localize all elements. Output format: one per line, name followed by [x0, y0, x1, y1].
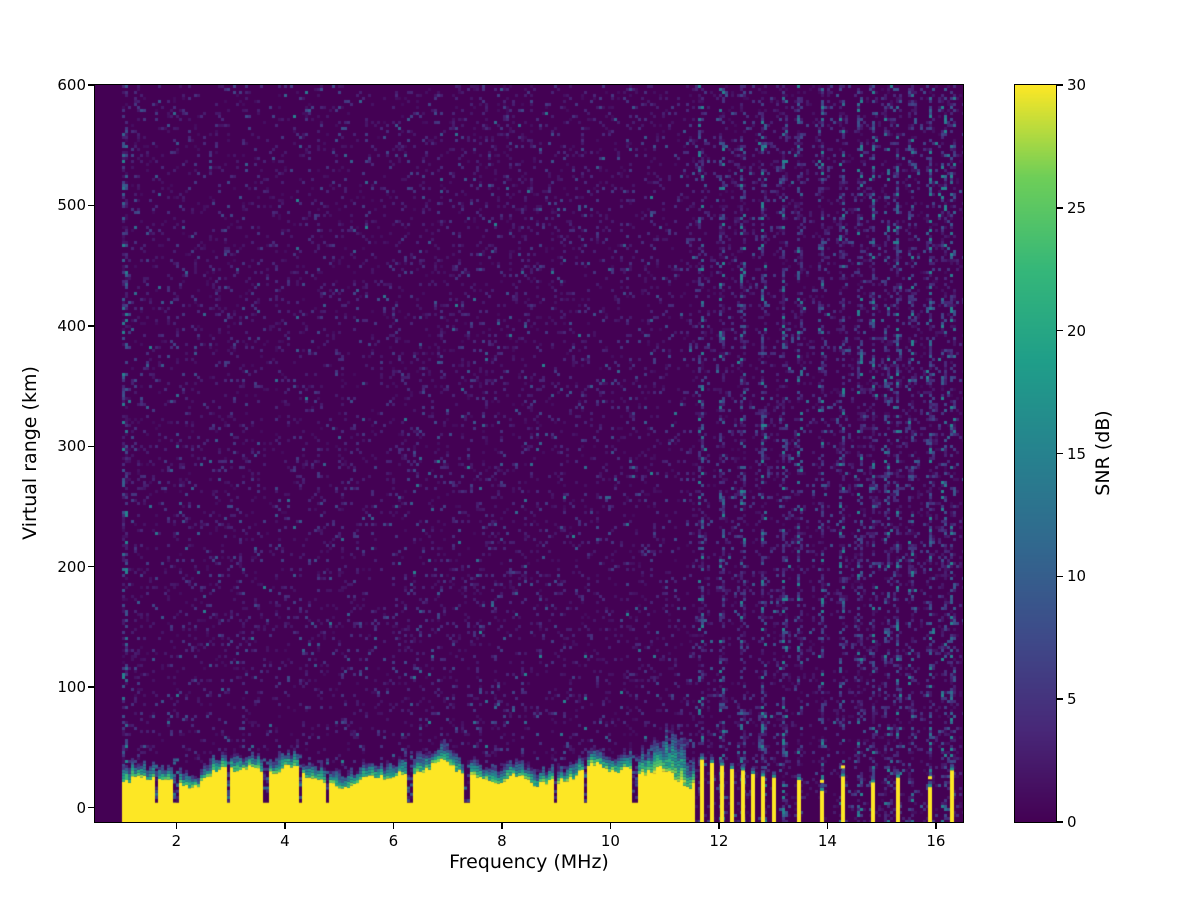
colorbar-canvas — [1015, 85, 1056, 822]
x-tick-mark — [935, 823, 937, 829]
x-tick-label: 14 — [817, 832, 837, 850]
colorbar-tick-label: 30 — [1067, 76, 1087, 94]
colorbar-tick-label: 25 — [1067, 198, 1087, 217]
y-tick-mark — [88, 445, 94, 448]
y-tick-label: 300 — [57, 437, 86, 456]
x-tick-mark — [609, 823, 612, 829]
heatmap-canvas — [95, 85, 963, 822]
y-tick-label: 400 — [57, 316, 86, 335]
colorbar-tick-label: 20 — [1067, 321, 1087, 340]
x-tick-label: 4 — [280, 832, 290, 850]
colorbar-tick-mark — [1057, 698, 1063, 700]
x-tick-label: 12 — [709, 832, 729, 850]
colorbar-tick-label: 0 — [1067, 813, 1077, 831]
y-tick-mark — [88, 686, 94, 688]
y-tick-label: 200 — [57, 557, 86, 576]
x-tick-mark — [718, 823, 720, 829]
colorbar-tick-mark — [1057, 207, 1063, 209]
colorbar-tick-label: 5 — [1067, 690, 1077, 709]
x-tick-mark — [175, 823, 178, 829]
x-tick-label: 8 — [497, 832, 507, 850]
x-tick-mark — [284, 823, 286, 829]
y-tick-mark — [88, 806, 94, 809]
x-tick-label: 16 — [926, 832, 946, 850]
colorbar-tick-mark — [1057, 84, 1063, 86]
y-tick-label: 500 — [57, 196, 86, 215]
x-tick-label: 10 — [600, 832, 620, 850]
y-tick-mark — [88, 325, 94, 327]
x-axis-label: Frequency (MHz) — [449, 851, 609, 873]
x-tick-mark — [392, 823, 395, 829]
y-tick-label: 600 — [57, 76, 86, 94]
y-tick-mark — [88, 565, 94, 568]
x-tick-mark — [501, 823, 503, 829]
colorbar-tick-mark — [1057, 575, 1063, 578]
y-tick-label: 0 — [76, 798, 86, 817]
y-tick-mark — [88, 204, 94, 207]
colorbar-tick-mark — [1057, 821, 1063, 823]
y-tick-label: 100 — [57, 678, 86, 697]
colorbar-tick-mark — [1057, 329, 1063, 332]
colorbar-tick-label: 10 — [1067, 567, 1087, 586]
x-tick-mark — [826, 823, 829, 829]
colorbar-tick-label: 15 — [1067, 444, 1087, 463]
colorbar-tick-mark — [1057, 452, 1063, 455]
y-tick-mark — [88, 84, 94, 86]
x-tick-label: 6 — [388, 832, 399, 850]
x-tick-label: 2 — [171, 832, 182, 850]
